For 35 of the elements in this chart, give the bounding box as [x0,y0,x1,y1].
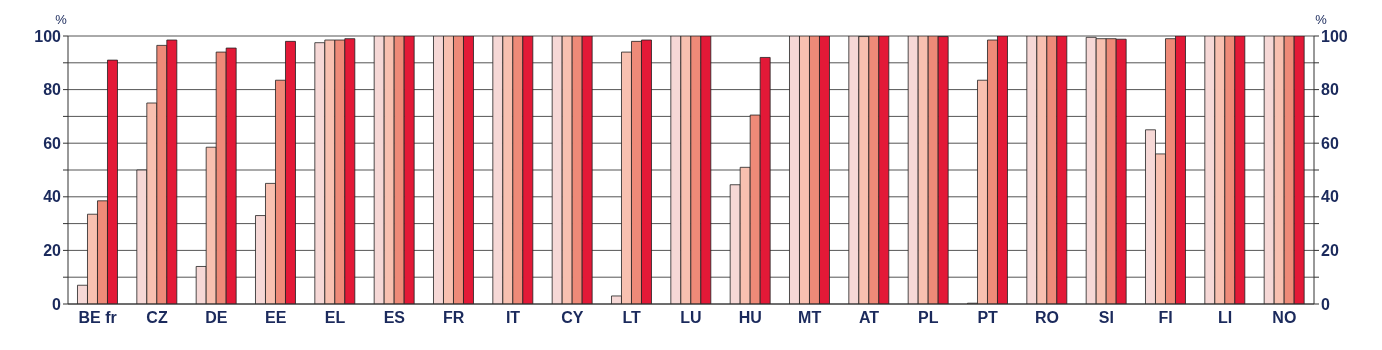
x-tick-label: RO [1035,309,1059,327]
y2-tick-label: 0 [1321,295,1330,313]
x-tick-label: MT [798,309,822,327]
x-tick-label: LI [1217,309,1233,327]
x-tick-label: CZ [146,309,168,327]
x-tick-label: LU [680,309,702,327]
y-tick-label: 100 [34,27,62,45]
x-tick-label: NO [1272,309,1297,327]
y2-tick-label: 80 [1321,81,1339,99]
x-tick-label: CY [561,309,584,327]
y2-tick-label: 40 [1321,188,1339,206]
y-tick-label: 40 [43,188,62,206]
x-tick-label: SI [1098,309,1114,327]
y-tick-label: 0 [52,295,62,313]
x-tick-label: PT [977,309,999,327]
x-tick-label: EL [324,309,346,327]
x-tick-label: FR [443,309,465,327]
y2-axis-title: % [1315,12,1328,27]
x-tick-label: IT [505,309,521,327]
y2-tick-label: 20 [1321,242,1339,260]
x-tick-label: BE fr [78,309,117,327]
y-tick-label: 80 [43,81,62,99]
y2-tick-label: 60 [1321,134,1339,152]
x-tick-label: AT [858,309,880,327]
x-tick-label: ES [383,309,406,327]
y2-tick-label: 100 [1321,27,1348,45]
y-tick-label: 60 [43,134,62,152]
x-tick-label: DE [205,309,228,327]
x-tick-label: LT [622,309,642,327]
x-tick-label: HU [738,309,762,327]
x-tick-label: FI [1158,309,1173,327]
y-tick-label: 20 [43,242,62,260]
x-tick-label: PL [918,309,939,327]
y-axis-title: % [55,12,68,27]
x-tick-label: EE [264,309,287,327]
